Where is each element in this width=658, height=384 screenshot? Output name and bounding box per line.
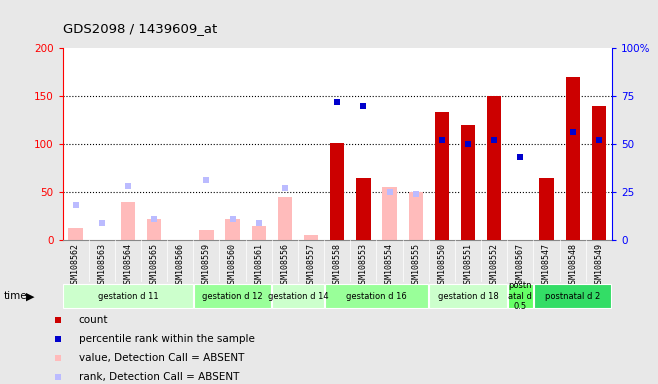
FancyBboxPatch shape: [534, 284, 611, 308]
Text: GSM108547: GSM108547: [542, 243, 551, 288]
Point: [445, 113, 455, 119]
Text: GSM108559: GSM108559: [202, 243, 211, 288]
Bar: [304, 235, 318, 240]
Text: GSM108553: GSM108553: [359, 243, 368, 288]
Bar: [330, 143, 344, 240]
Point: [97, 220, 107, 226]
Bar: [199, 230, 214, 240]
Text: gestation d 14: gestation d 14: [268, 291, 328, 301]
Text: GSM108550: GSM108550: [438, 243, 446, 288]
Text: GSM108566: GSM108566: [176, 243, 185, 288]
Bar: [278, 197, 292, 240]
Text: ▶: ▶: [26, 291, 35, 301]
Point: [437, 137, 447, 143]
Point: [384, 189, 395, 195]
Point: [594, 137, 604, 143]
Text: GSM108567: GSM108567: [516, 243, 525, 288]
Bar: [435, 112, 449, 240]
Text: GSM108561: GSM108561: [254, 243, 263, 288]
Bar: [226, 219, 240, 240]
Text: time: time: [3, 291, 27, 301]
Point: [253, 220, 264, 226]
FancyBboxPatch shape: [508, 284, 533, 308]
Text: GDS2098 / 1439609_at: GDS2098 / 1439609_at: [63, 22, 216, 35]
Text: postnatal d 2: postnatal d 2: [545, 291, 600, 301]
Point: [70, 202, 81, 209]
Point: [332, 99, 343, 105]
Bar: [356, 177, 370, 240]
Text: GSM108557: GSM108557: [307, 243, 316, 288]
Point: [201, 177, 212, 184]
Point: [515, 154, 526, 161]
Bar: [540, 177, 554, 240]
FancyBboxPatch shape: [272, 284, 324, 308]
Text: rank, Detection Call = ABSENT: rank, Detection Call = ABSENT: [79, 372, 239, 382]
Point: [227, 216, 238, 222]
Point: [567, 129, 578, 136]
Bar: [461, 125, 475, 240]
Bar: [382, 187, 397, 240]
Bar: [487, 96, 501, 240]
Point: [122, 183, 133, 189]
Point: [358, 103, 368, 109]
Bar: [68, 228, 83, 240]
Text: GSM108551: GSM108551: [463, 243, 472, 288]
Bar: [409, 192, 423, 240]
Text: gestation d 12: gestation d 12: [202, 291, 263, 301]
Bar: [147, 219, 161, 240]
Text: GSM108554: GSM108554: [385, 243, 394, 288]
Text: value, Detection Call = ABSENT: value, Detection Call = ABSENT: [79, 353, 244, 363]
Text: gestation d 11: gestation d 11: [97, 291, 158, 301]
Text: GSM108549: GSM108549: [594, 243, 603, 288]
FancyBboxPatch shape: [324, 284, 428, 308]
Text: percentile rank within the sample: percentile rank within the sample: [79, 334, 255, 344]
FancyBboxPatch shape: [194, 284, 271, 308]
Point: [463, 141, 473, 147]
Text: gestation d 18: gestation d 18: [438, 291, 498, 301]
FancyBboxPatch shape: [63, 284, 193, 308]
Text: postn
atal d
0.5: postn atal d 0.5: [509, 281, 532, 311]
Text: GSM108564: GSM108564: [124, 243, 132, 288]
Bar: [565, 77, 580, 240]
Text: GSM108560: GSM108560: [228, 243, 237, 288]
Text: gestation d 16: gestation d 16: [346, 291, 407, 301]
Bar: [592, 106, 606, 240]
Text: GSM108565: GSM108565: [149, 243, 159, 288]
Bar: [251, 226, 266, 240]
Text: GSM108548: GSM108548: [569, 243, 577, 288]
FancyBboxPatch shape: [429, 284, 507, 308]
Text: GSM108556: GSM108556: [280, 243, 290, 288]
Point: [411, 191, 421, 197]
Text: GSM108558: GSM108558: [333, 243, 342, 288]
Text: GSM108562: GSM108562: [71, 243, 80, 288]
Text: count: count: [79, 315, 108, 325]
Point: [280, 185, 290, 191]
Text: GSM108555: GSM108555: [411, 243, 420, 288]
Point: [149, 216, 159, 222]
Text: GSM108552: GSM108552: [490, 243, 499, 288]
Point: [489, 137, 499, 143]
Text: GSM108563: GSM108563: [97, 243, 106, 288]
Bar: [120, 202, 135, 240]
Point: [445, 281, 455, 287]
